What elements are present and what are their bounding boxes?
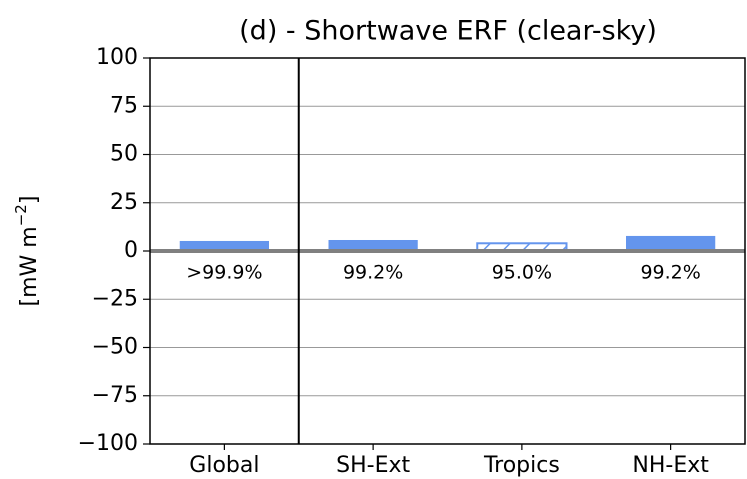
- y-tick-label: −50: [92, 335, 138, 360]
- bar: [328, 239, 418, 251]
- y-tick-label: −25: [92, 286, 138, 311]
- y-tick-label: 50: [110, 142, 138, 167]
- annotation: 95.0%: [492, 262, 552, 284]
- y-label-end: ]: [17, 196, 42, 205]
- annotation: >99.9%: [186, 262, 262, 284]
- bar: [626, 235, 716, 251]
- y-tick-label: 75: [110, 93, 138, 118]
- x-tick-label: Tropics: [483, 453, 560, 478]
- y-tick-label: 100: [96, 45, 138, 70]
- y-label-base: [mW m: [17, 226, 42, 306]
- chart-title: (d) - Shortwave ERF (clear-sky): [239, 16, 657, 47]
- x-tick-label: SH-Ext: [336, 453, 410, 478]
- y-tick-label: −75: [92, 383, 138, 408]
- y-tick-label: 0: [124, 238, 138, 263]
- annotation: 99.2%: [640, 262, 700, 284]
- y-tick-label: 25: [110, 190, 138, 215]
- plot-frame: [149, 57, 746, 445]
- annotation: 99.2%: [343, 262, 403, 284]
- bar: [179, 240, 269, 251]
- y-tick-label: −100: [78, 431, 138, 456]
- x-tick-label: Global: [189, 453, 259, 478]
- x-tick-label: NH-Ext: [632, 453, 709, 478]
- y-axis-label: [mW m−2]: [12, 196, 43, 307]
- y-label-sup: −2: [12, 204, 30, 226]
